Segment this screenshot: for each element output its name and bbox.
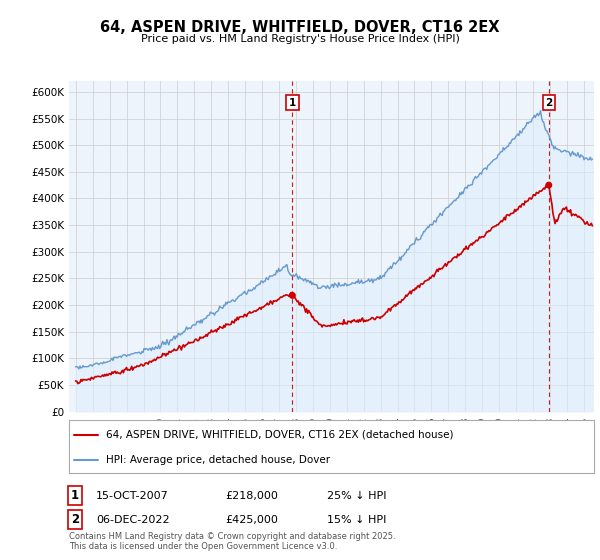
Text: 15% ↓ HPI: 15% ↓ HPI [327,515,386,525]
Text: 1: 1 [71,489,79,502]
Text: £218,000: £218,000 [225,491,278,501]
Text: 25% ↓ HPI: 25% ↓ HPI [327,491,386,501]
Text: HPI: Average price, detached house, Dover: HPI: Average price, detached house, Dove… [106,455,330,465]
Text: 15-OCT-2007: 15-OCT-2007 [96,491,169,501]
Text: 1: 1 [289,97,296,108]
Text: £425,000: £425,000 [225,515,278,525]
Text: 2: 2 [71,513,79,526]
Text: 06-DEC-2022: 06-DEC-2022 [96,515,170,525]
Text: Contains HM Land Registry data © Crown copyright and database right 2025.
This d: Contains HM Land Registry data © Crown c… [69,531,395,551]
Point [287,291,297,300]
Point [544,181,554,190]
Text: 2: 2 [545,97,553,108]
Text: 64, ASPEN DRIVE, WHITFIELD, DOVER, CT16 2EX: 64, ASPEN DRIVE, WHITFIELD, DOVER, CT16 … [100,20,500,35]
Text: 64, ASPEN DRIVE, WHITFIELD, DOVER, CT16 2EX (detached house): 64, ASPEN DRIVE, WHITFIELD, DOVER, CT16 … [106,430,453,440]
Text: Price paid vs. HM Land Registry's House Price Index (HPI): Price paid vs. HM Land Registry's House … [140,34,460,44]
